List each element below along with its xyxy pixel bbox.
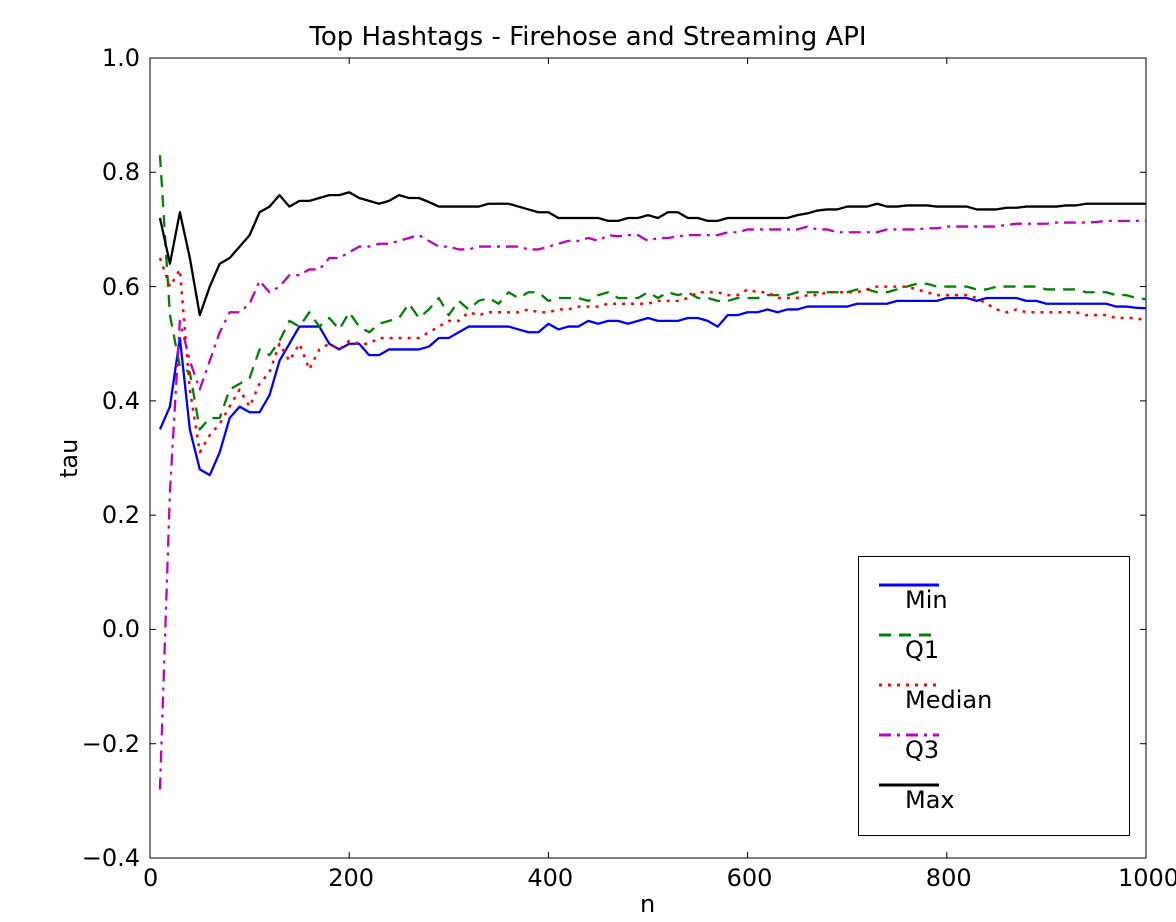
series-min (160, 298, 1146, 475)
series-max (160, 192, 1146, 315)
x-tick-label: 1000 (1118, 864, 1176, 892)
legend: MinQ1MedianQ3Max (858, 556, 1130, 836)
x-axis-label: n (640, 890, 655, 918)
x-tick-label: 0 (143, 864, 158, 892)
x-tick-label: 800 (926, 864, 972, 892)
y-axis-label: tau (55, 439, 83, 478)
chart-root: Top Hashtags - Firehose and Streaming AP… (0, 0, 1176, 922)
series-q1 (160, 155, 1146, 429)
y-tick-label: −0.4 (82, 844, 140, 872)
y-tick-label: 1.0 (102, 44, 140, 72)
y-tick-label: 0.2 (102, 501, 140, 529)
legend-entry: Median (879, 675, 992, 725)
series-median (160, 258, 1146, 452)
x-tick-label: 400 (527, 864, 573, 892)
legend-entry: Q1 (879, 625, 939, 675)
legend-swatch (879, 675, 939, 695)
x-tick-label: 600 (727, 864, 773, 892)
legend-entry: Max (879, 775, 955, 825)
y-tick-label: 0.6 (102, 273, 140, 301)
legend-entry: Q3 (879, 725, 939, 775)
y-tick-label: 0.8 (102, 158, 140, 186)
legend-swatch (879, 775, 939, 795)
legend-swatch (879, 725, 939, 745)
y-tick-label: 0.4 (102, 387, 140, 415)
y-tick-label: −0.2 (82, 730, 140, 758)
y-tick-label: 0.0 (102, 615, 140, 643)
x-tick-label: 200 (328, 864, 374, 892)
legend-swatch (879, 575, 939, 595)
legend-swatch (879, 625, 939, 645)
legend-entry: Min (879, 575, 948, 625)
